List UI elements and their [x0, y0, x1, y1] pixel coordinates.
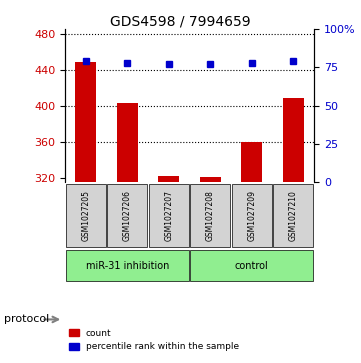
FancyBboxPatch shape	[232, 184, 272, 247]
FancyBboxPatch shape	[273, 184, 313, 247]
Bar	[242, 142, 262, 182]
Legend: count, percentile rank within the sample: count, percentile rank within the sample	[70, 329, 239, 351]
Text: control: control	[235, 261, 269, 270]
Text: GSM1027209: GSM1027209	[247, 190, 256, 241]
Bar	[117, 103, 138, 182]
Bar	[283, 98, 304, 182]
FancyBboxPatch shape	[107, 184, 147, 247]
Text: GDS4598 / 7994659: GDS4598 / 7994659	[110, 15, 251, 29]
Text: protocol: protocol	[4, 314, 49, 325]
Bar	[75, 61, 96, 182]
Text: GSM1027206: GSM1027206	[123, 190, 132, 241]
FancyBboxPatch shape	[66, 184, 106, 247]
Text: GSM1027210: GSM1027210	[289, 190, 298, 241]
Bar	[158, 176, 179, 182]
Text: miR-31 inhibition: miR-31 inhibition	[86, 261, 169, 270]
FancyBboxPatch shape	[66, 250, 189, 281]
FancyBboxPatch shape	[190, 250, 313, 281]
FancyBboxPatch shape	[190, 184, 230, 247]
Text: GSM1027205: GSM1027205	[81, 190, 90, 241]
FancyBboxPatch shape	[149, 184, 189, 247]
Bar	[200, 177, 221, 182]
Text: GSM1027207: GSM1027207	[164, 190, 173, 241]
Text: GSM1027208: GSM1027208	[206, 190, 215, 241]
